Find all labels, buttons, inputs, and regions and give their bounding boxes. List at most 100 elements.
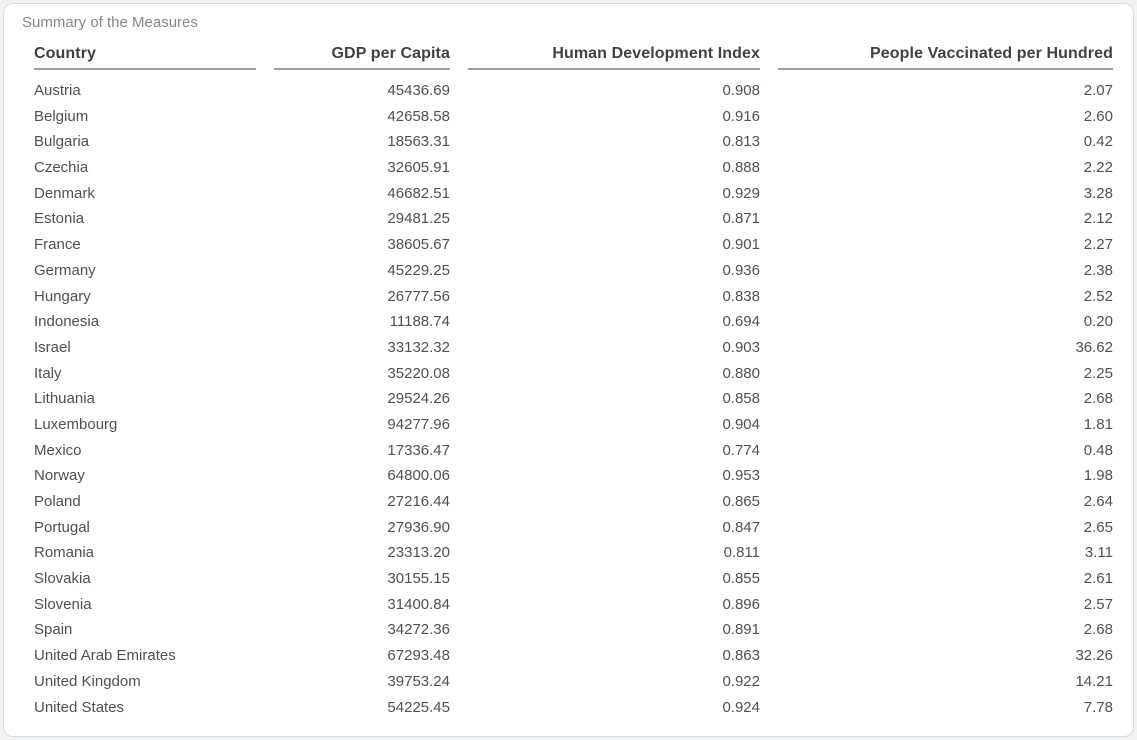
cell-country: Italy xyxy=(34,364,62,382)
cell-people-vaccinated-per-hundred: 2.38 xyxy=(1083,261,1113,279)
cell-human-development-index: 0.838 xyxy=(722,287,760,305)
table-row: Denmark 46682.51 0.929 3.28 xyxy=(34,181,1113,207)
cell-country: Indonesia xyxy=(34,313,100,331)
cell-gdp-per-capita: 33132.32 xyxy=(387,338,450,356)
cell-human-development-index: 0.908 xyxy=(722,82,760,99)
table-row: Romania 23313.20 0.811 3.11 xyxy=(34,540,1113,566)
cell-country: Austria xyxy=(34,82,81,99)
cell-gdp-per-capita: 29481.25 xyxy=(387,210,450,228)
cell-gdp-per-capita: 46682.51 xyxy=(387,184,450,202)
cell-people-vaccinated-per-hundred: 2.27 xyxy=(1083,236,1113,254)
cell-gdp-per-capita: 39753.24 xyxy=(387,672,450,690)
cell-people-vaccinated-per-hundred: 32.26 xyxy=(1075,647,1113,665)
cell-country: Poland xyxy=(34,493,81,510)
table-row: Italy 35220.08 0.880 2.25 xyxy=(34,361,1113,387)
cell-people-vaccinated-per-hundred: 1.98 xyxy=(1083,467,1113,485)
cell-human-development-index: 0.847 xyxy=(722,518,760,536)
cell-gdp-per-capita: 27936.90 xyxy=(387,518,450,536)
cell-people-vaccinated-per-hundred: 0.20 xyxy=(1083,313,1113,331)
cell-gdp-per-capita: 35220.08 xyxy=(387,364,450,382)
cell-human-development-index: 0.896 xyxy=(722,595,760,613)
cell-gdp-per-capita: 31400.84 xyxy=(387,595,450,613)
cell-human-development-index: 0.871 xyxy=(722,210,760,228)
cell-country: United States xyxy=(34,698,125,716)
table-row: United States 54225.45 0.924 7.78 xyxy=(34,695,1113,721)
cell-human-development-index: 0.865 xyxy=(722,493,760,510)
cell-country: Estonia xyxy=(34,210,85,228)
cell-people-vaccinated-per-hundred: 2.64 xyxy=(1083,493,1113,510)
cell-gdp-per-capita: 67293.48 xyxy=(387,647,450,665)
cell-human-development-index: 0.694 xyxy=(722,313,760,331)
summary-table: Country GDP per Capita Human Development… xyxy=(34,45,1113,720)
cell-country: Slovenia xyxy=(34,595,92,613)
cell-people-vaccinated-per-hundred: 2.57 xyxy=(1083,595,1113,613)
table-row: Hungary 26777.56 0.838 2.52 xyxy=(34,284,1113,310)
cell-human-development-index: 0.774 xyxy=(722,441,760,459)
cell-gdp-per-capita: 26777.56 xyxy=(387,287,450,305)
cell-gdp-per-capita: 27216.44 xyxy=(387,493,450,510)
cell-human-development-index: 0.863 xyxy=(722,647,760,665)
cell-human-development-index: 0.888 xyxy=(722,159,760,177)
cell-human-development-index: 0.904 xyxy=(722,415,760,433)
table-row: Slovenia 31400.84 0.896 2.57 xyxy=(34,592,1113,618)
cell-gdp-per-capita: 64800.06 xyxy=(387,467,450,485)
cell-human-development-index: 0.916 xyxy=(722,107,760,125)
table-row: Mexico 17336.47 0.774 0.48 xyxy=(34,438,1113,464)
column-header-people-vaccinated-per-hundred: People Vaccinated per Hundred xyxy=(778,45,1113,70)
cell-people-vaccinated-per-hundred: 2.60 xyxy=(1083,107,1113,125)
table-row: Slovakia 30155.15 0.855 2.61 xyxy=(34,566,1113,592)
column-header-gdp-per-capita: GDP per Capita xyxy=(274,45,450,70)
cell-human-development-index: 0.858 xyxy=(722,390,760,408)
cell-gdp-per-capita: 45436.69 xyxy=(387,82,450,99)
table-row: United Kingdom 39753.24 0.922 14.21 xyxy=(34,669,1113,695)
cell-gdp-per-capita: 34272.36 xyxy=(387,621,450,639)
cell-gdp-per-capita: 54225.45 xyxy=(387,698,450,716)
cell-country: United Arab Emirates xyxy=(34,647,176,665)
cell-people-vaccinated-per-hundred: 2.25 xyxy=(1083,364,1113,382)
cell-people-vaccinated-per-hundred: 2.68 xyxy=(1083,621,1113,639)
table-row: United Arab Emirates 67293.48 0.863 32.26 xyxy=(34,643,1113,669)
cell-country: Lithuania xyxy=(34,390,95,408)
cell-gdp-per-capita: 30155.15 xyxy=(387,570,450,588)
table-row: Poland 27216.44 0.865 2.64 xyxy=(34,489,1113,515)
table-row: Norway 64800.06 0.953 1.98 xyxy=(34,463,1113,489)
cell-human-development-index: 0.936 xyxy=(722,261,760,279)
cell-country: Slovakia xyxy=(34,570,91,588)
cell-country: Portugal xyxy=(34,518,90,536)
table-row: Israel 33132.32 0.903 36.62 xyxy=(34,335,1113,361)
cell-country: France xyxy=(34,236,81,254)
cell-gdp-per-capita: 11188.74 xyxy=(389,313,450,331)
cell-country: United Kingdom xyxy=(34,672,141,690)
cell-gdp-per-capita: 23313.20 xyxy=(387,544,450,562)
cell-country: Hungary xyxy=(34,287,91,305)
cell-people-vaccinated-per-hundred: 1.81 xyxy=(1083,415,1113,433)
cell-country: Norway xyxy=(34,467,85,485)
cell-human-development-index: 0.924 xyxy=(722,698,760,716)
cell-country: Luxembourg xyxy=(34,415,118,433)
table-row: Spain 34272.36 0.891 2.68 xyxy=(34,617,1113,643)
cell-people-vaccinated-per-hundred: 36.62 xyxy=(1075,338,1113,356)
table-row: Germany 45229.25 0.936 2.38 xyxy=(34,258,1113,284)
cell-gdp-per-capita: 42658.58 xyxy=(387,107,450,125)
cell-people-vaccinated-per-hundred: 2.61 xyxy=(1083,570,1113,588)
cell-country: Czechia xyxy=(34,159,89,177)
cell-gdp-per-capita: 17336.47 xyxy=(387,441,450,459)
cell-gdp-per-capita: 38605.67 xyxy=(387,236,450,254)
cell-people-vaccinated-per-hundred: 0.48 xyxy=(1083,441,1113,459)
table-row: Czechia 32605.91 0.888 2.22 xyxy=(34,155,1113,181)
cell-gdp-per-capita: 45229.25 xyxy=(387,261,450,279)
cell-people-vaccinated-per-hundred: 2.52 xyxy=(1083,287,1113,305)
cell-country: Bulgaria xyxy=(34,133,90,151)
cell-human-development-index: 0.880 xyxy=(722,364,760,382)
table-body: Austria 45436.69 0.908 2.07 Belgium 42658.58 0… xyxy=(34,78,1113,720)
cell-gdp-per-capita: 32605.91 xyxy=(387,159,450,177)
cell-gdp-per-capita: 18563.31 xyxy=(387,133,450,151)
cell-people-vaccinated-per-hundred: 14.21 xyxy=(1075,672,1113,690)
table-row: Lithuania 29524.26 0.858 2.68 xyxy=(34,386,1113,412)
column-header-country: Country xyxy=(34,45,256,70)
table-row: Estonia 29481.25 0.871 2.12 xyxy=(34,206,1113,232)
cell-human-development-index: 0.953 xyxy=(722,467,760,485)
cell-country: Israel xyxy=(34,338,71,356)
cell-people-vaccinated-per-hundred: 3.11 xyxy=(1084,544,1113,562)
table-header-row: Country GDP per Capita Human Development… xyxy=(34,45,1113,70)
